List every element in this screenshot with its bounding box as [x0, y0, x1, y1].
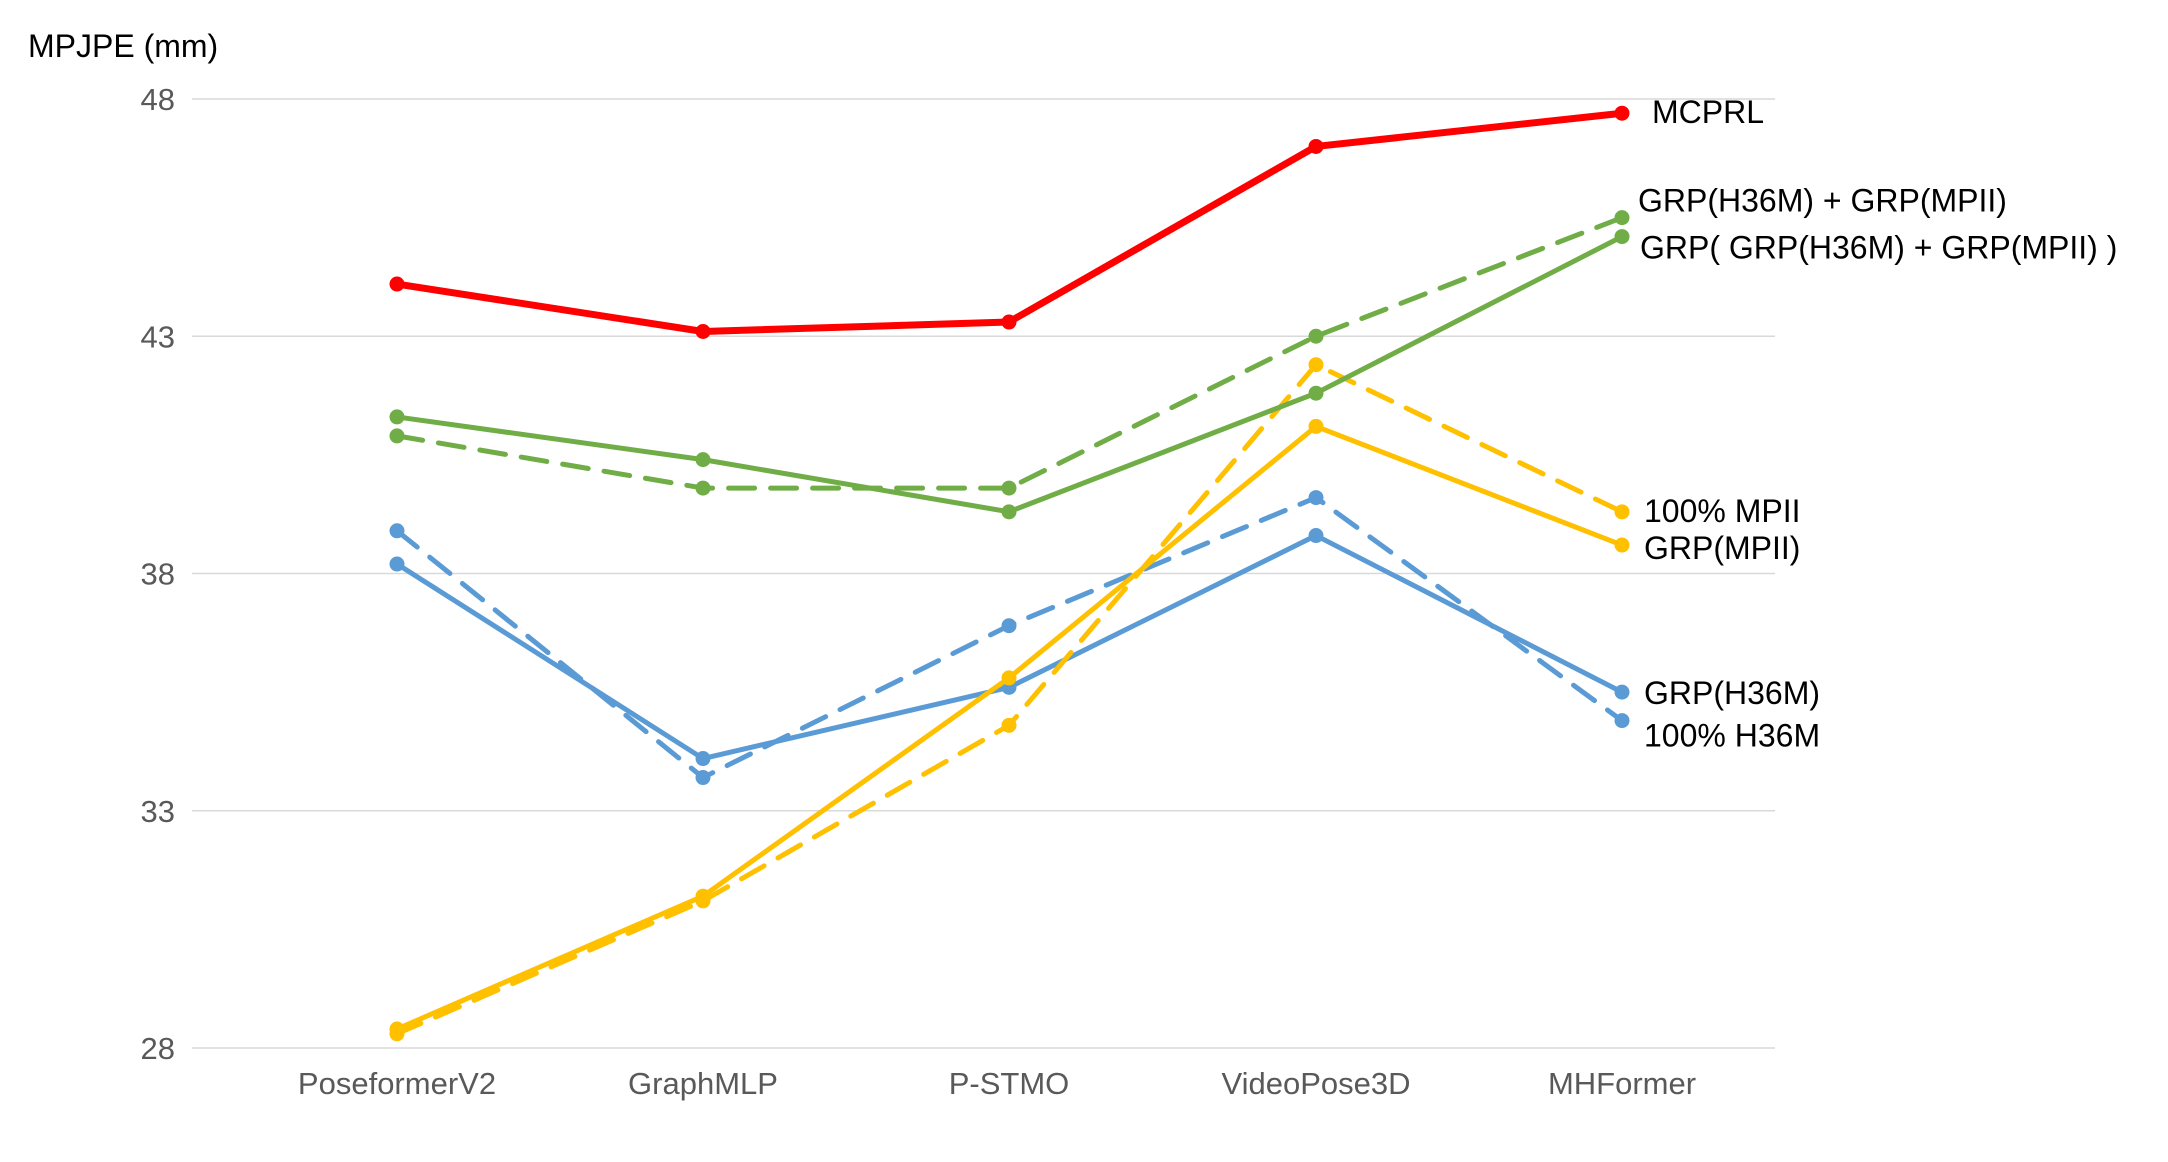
- point-grp-h36m-grp-mpii-p-stmo: [1001, 480, 1017, 496]
- series-label-grp-grp-h36m-grp-mpii: GRP( GRP(H36M) + GRP(MPII) ): [1640, 230, 2117, 266]
- series-line-grp-grp-h36m-grp-mpii: [394, 234, 1625, 515]
- series-lines: [389, 105, 1630, 1042]
- point-grp-mpii-graphmlp: [695, 888, 711, 904]
- point-100-mpii-mhformer: [1614, 504, 1630, 520]
- point-mcprl-poseformerv2: [389, 276, 405, 292]
- y-tick-labels: 28 33 38 43 48: [141, 82, 175, 1066]
- point-grp-h36m-grp-mpii-mhformer: [1614, 210, 1630, 226]
- point-grp-h36m-grp-mpii-graphmlp: [695, 480, 711, 496]
- y-tick-label-38: 38: [141, 557, 175, 592]
- x-tick-label-poseformerv2: PoseformerV2: [298, 1066, 496, 1101]
- point-grp-h36m-grp-mpii-poseformerv2: [389, 428, 405, 444]
- point-100-mpii-videopose3d: [1308, 357, 1324, 373]
- point-grp-h36m-graphmlp: [695, 751, 711, 767]
- point-grp-mpii-poseformerv2: [389, 1021, 405, 1037]
- point-100-h36m-p-stmo: [1001, 618, 1017, 634]
- point-100-h36m-mhformer: [1614, 713, 1630, 729]
- y-tick-label-43: 43: [141, 319, 175, 354]
- point-grp-h36m-grp-mpii-videopose3d: [1308, 328, 1324, 344]
- point-100-h36m-graphmlp: [695, 770, 711, 786]
- point-grp-grp-h36m-grp-mpii-videopose3d: [1308, 385, 1324, 401]
- point-grp-mpii-videopose3d: [1308, 418, 1324, 434]
- point-100-h36m-poseformerv2: [389, 523, 405, 539]
- y-tick-label-33: 33: [141, 794, 175, 829]
- series-line-grp-h36m-grp-mpii: [394, 215, 1625, 491]
- series-label-grp-h36m: GRP(H36M): [1644, 675, 1820, 711]
- point-grp-h36m-poseformerv2: [389, 556, 405, 572]
- point-grp-grp-h36m-grp-mpii-graphmlp: [695, 452, 711, 468]
- series-line-mcprl: [393, 109, 1626, 336]
- series-line-100-h36m: [394, 495, 1625, 781]
- series-labels: MCPRL GRP(H36M) + GRP(MPII) GRP( GRP(H36M)…: [1638, 94, 2117, 753]
- point-100-mpii-p-stmo: [1001, 717, 1017, 733]
- point-mcprl-graphmlp: [695, 324, 711, 340]
- point-mcprl-p-stmo: [1001, 314, 1017, 330]
- series-label-grp-mpii: GRP(MPII): [1644, 530, 1800, 566]
- point-grp-grp-h36m-grp-mpii-poseformerv2: [389, 409, 405, 425]
- x-tick-labels: PoseformerV2 GraphMLP P-STMO VideoPose3D MHF…: [298, 1066, 1696, 1101]
- point-grp-h36m-videopose3d: [1308, 528, 1324, 544]
- x-tick-label-mhformer: MHFormer: [1548, 1066, 1696, 1101]
- point-grp-h36m-mhformer: [1614, 684, 1630, 700]
- y-tick-label-28: 28: [141, 1031, 175, 1066]
- x-tick-label-p-stmo: P-STMO: [949, 1066, 1070, 1101]
- point-mcprl-videopose3d: [1308, 138, 1324, 154]
- series-label-100-h36m: 100% H36M: [1644, 718, 1820, 754]
- x-tick-label-videopose3d: VideoPose3D: [1221, 1066, 1410, 1101]
- point-mcprl-mhformer: [1614, 105, 1630, 121]
- y-tick-label-48: 48: [141, 82, 175, 117]
- x-tick-label-graphmlp: GraphMLP: [628, 1066, 778, 1101]
- series-label-mcprl: MCPRL: [1652, 94, 1764, 130]
- point-100-h36m-videopose3d: [1308, 490, 1324, 506]
- point-grp-mpii-p-stmo: [1001, 670, 1017, 686]
- point-grp-mpii-mhformer: [1614, 537, 1630, 553]
- gridlines: [192, 98, 1775, 1049]
- series-label-100-mpii: 100% MPII: [1644, 493, 1801, 529]
- point-grp-grp-h36m-grp-mpii-mhformer: [1614, 229, 1630, 245]
- series-label-grp-h36m-grp-mpii: GRP(H36M) + GRP(MPII): [1638, 183, 2007, 219]
- y-axis-label: MPJPE (mm): [28, 28, 218, 64]
- point-grp-grp-h36m-grp-mpii-p-stmo: [1001, 504, 1017, 520]
